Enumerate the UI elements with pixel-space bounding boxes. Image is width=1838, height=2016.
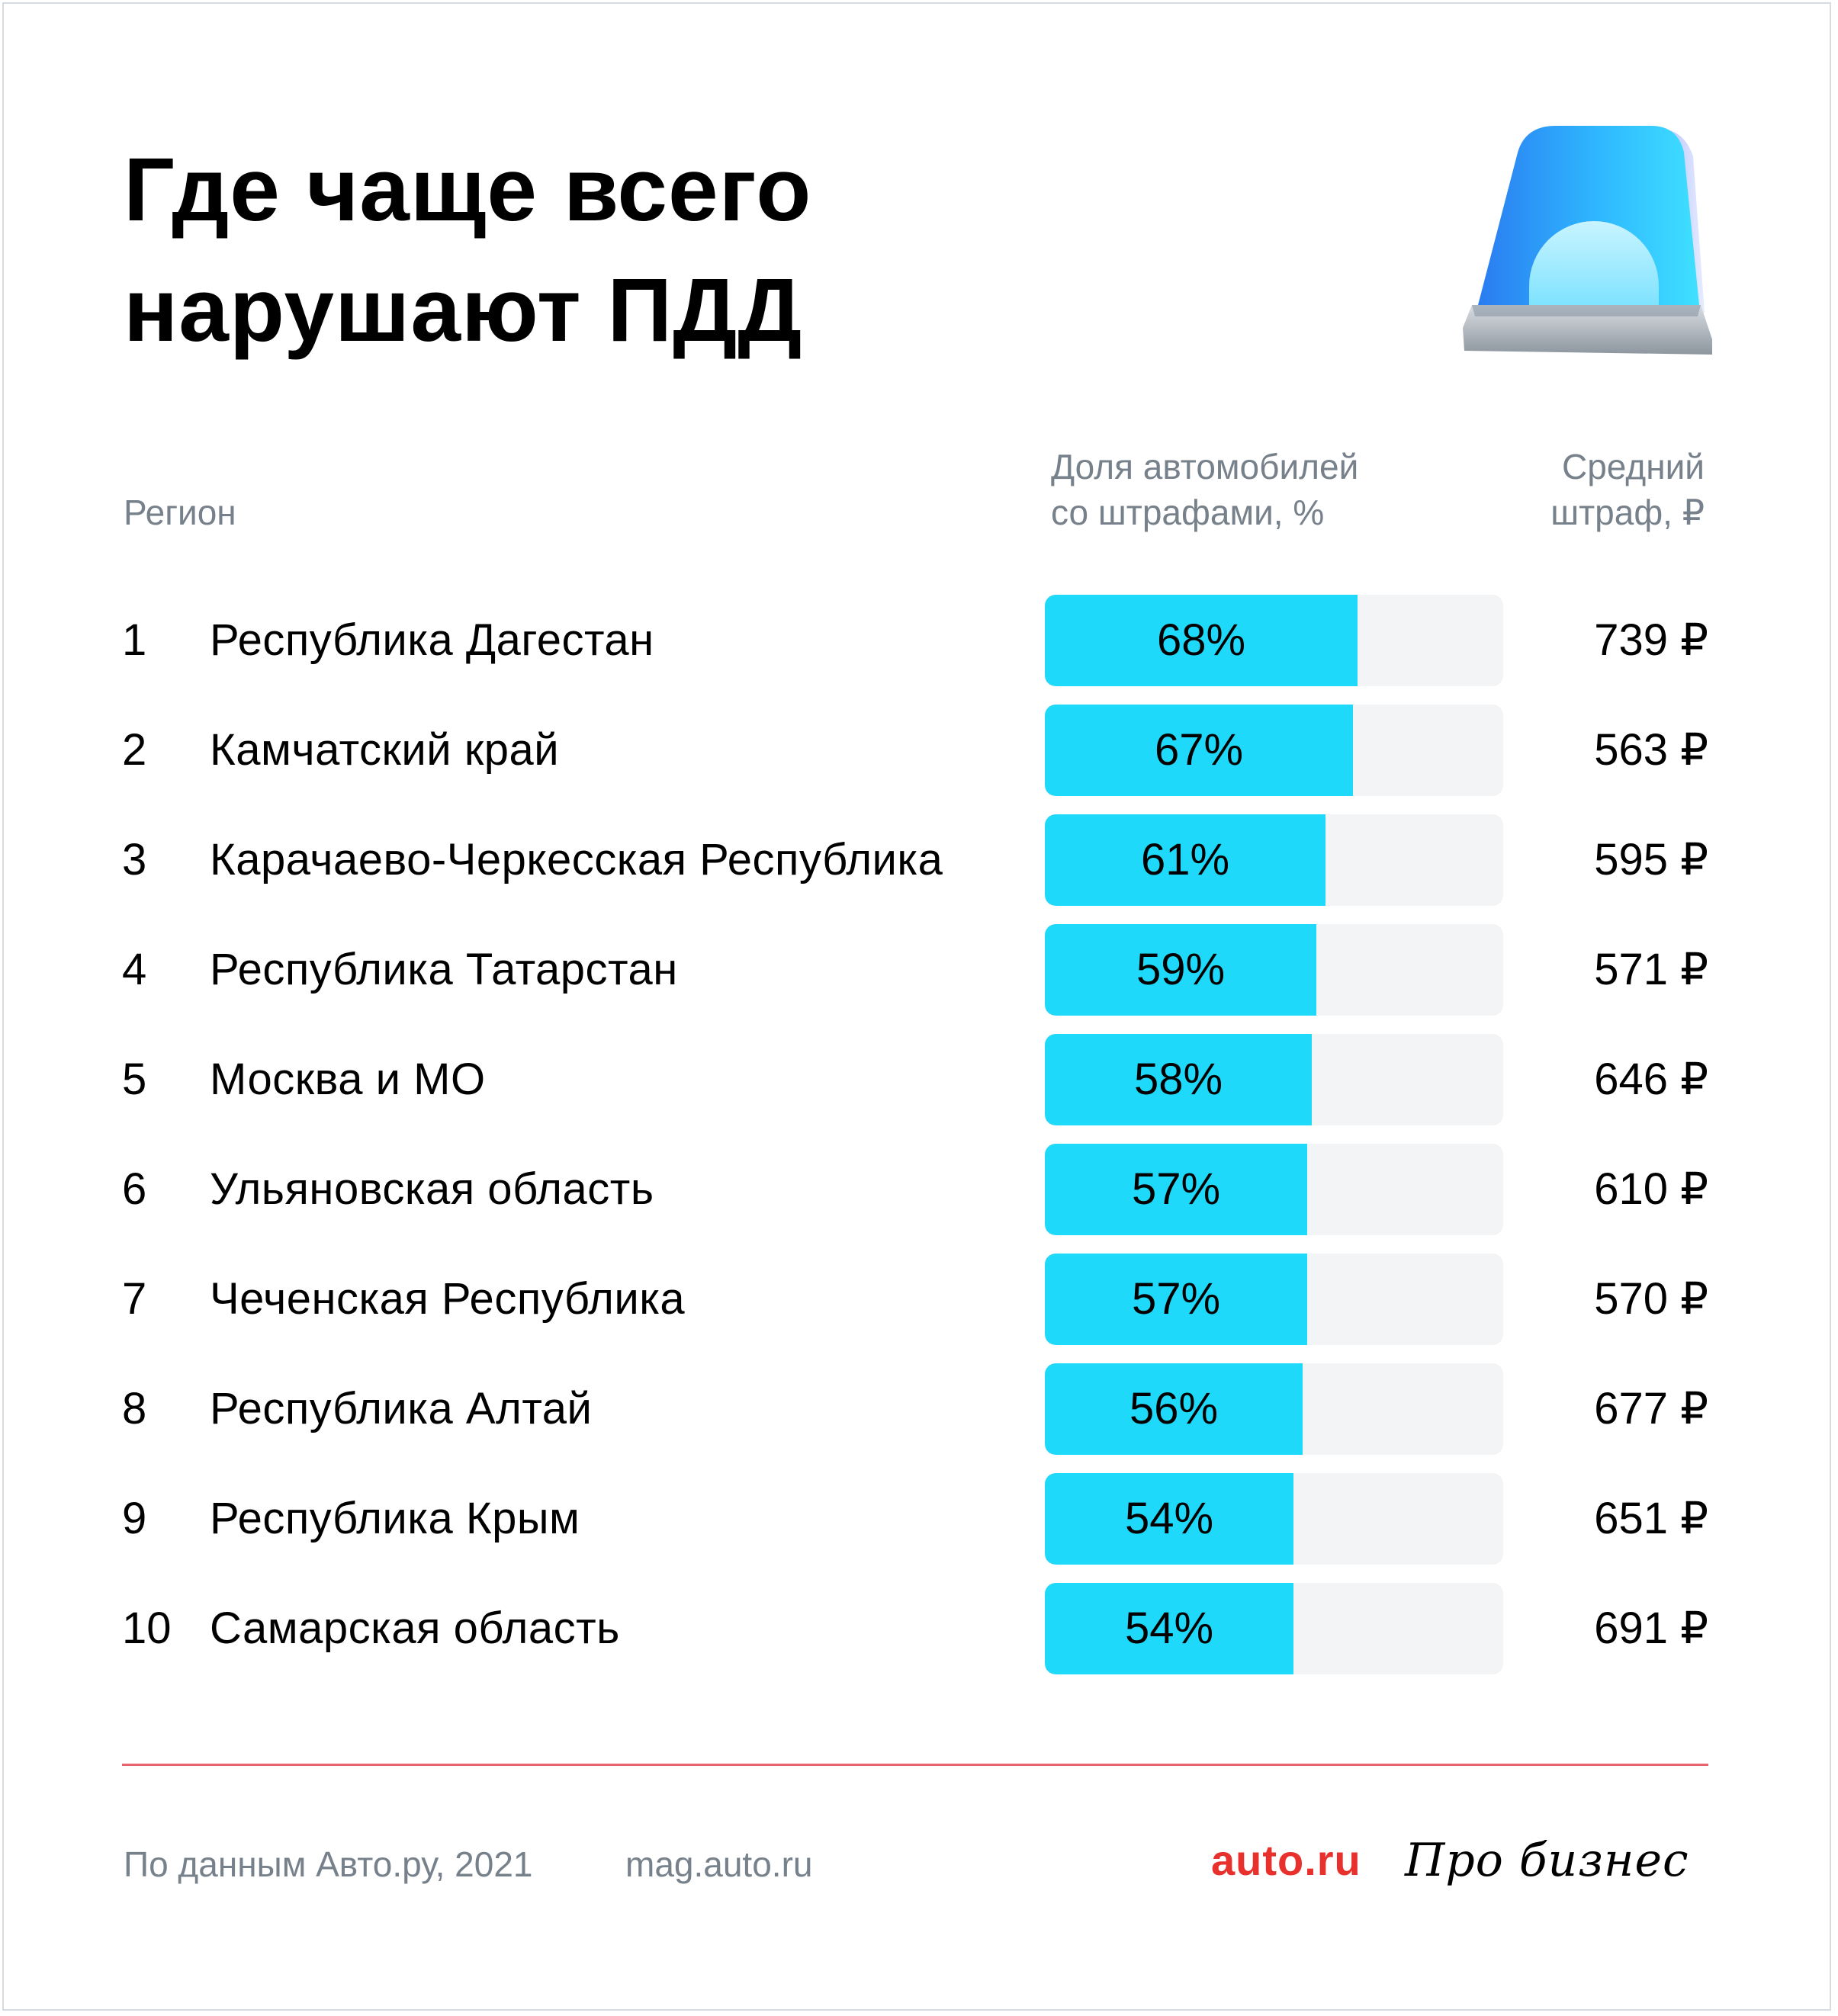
average-fine: 739 ₽: [1594, 615, 1708, 665]
table-row: 8 Республика Алтай 56% 677 ₽: [0, 1363, 1838, 1455]
page-title: Где чаще всего нарушают ПДД: [124, 130, 1039, 371]
row-rank: 5: [122, 1055, 147, 1104]
bar-value-label: 57%: [1131, 1164, 1221, 1214]
average-fine: 595 ₽: [1594, 835, 1708, 884]
row-rank: 4: [122, 945, 147, 994]
region-name: Республика Крым: [210, 1494, 580, 1543]
bar-value-label: 54%: [1124, 1494, 1214, 1543]
average-fine: 610 ₽: [1594, 1164, 1708, 1214]
region-name: Ульяновская область: [210, 1164, 654, 1214]
bar-track: 59%: [1045, 924, 1503, 1016]
table-row: 9 Республика Крым 54% 651 ₽: [0, 1473, 1838, 1565]
bar: [1045, 924, 1316, 1016]
footer-divider: [122, 1764, 1708, 1766]
region-name: Самарская область: [210, 1603, 620, 1653]
average-fine: 570 ₽: [1594, 1274, 1708, 1324]
average-fine: 677 ₽: [1594, 1384, 1708, 1433]
region-name: Карачаево-Черкесская Республика: [210, 835, 943, 884]
bar-value-label: 54%: [1124, 1603, 1214, 1653]
row-rank: 8: [122, 1384, 147, 1433]
bar-track: 54%: [1045, 1583, 1503, 1674]
bar-value-label: 67%: [1154, 725, 1244, 775]
bar: [1045, 1583, 1293, 1674]
region-name: Камчатский край: [210, 725, 560, 775]
bar: [1045, 1144, 1307, 1235]
table-row: 10 Самарская область 54% 691 ₽: [0, 1583, 1838, 1674]
average-fine: 646 ₽: [1594, 1055, 1708, 1104]
bar: [1045, 1363, 1303, 1455]
bar-value-label: 59%: [1136, 945, 1226, 994]
bar-value-label: 61%: [1140, 835, 1230, 884]
bar-track: 68%: [1045, 595, 1503, 686]
bar-track: 54%: [1045, 1473, 1503, 1565]
table-row: 1 Республика Дагестан 68% 739 ₽: [0, 595, 1838, 686]
row-rank: 2: [122, 725, 147, 775]
row-rank: 9: [122, 1494, 147, 1543]
region-name: Республика Алтай: [210, 1384, 593, 1433]
bar: [1045, 1473, 1293, 1565]
average-fine: 563 ₽: [1594, 725, 1708, 775]
bar-value-label: 58%: [1133, 1055, 1223, 1104]
bar: [1045, 705, 1353, 796]
region-name: Республика Дагестан: [210, 615, 654, 665]
region-name: Москва и МО: [210, 1055, 486, 1104]
bar-track: 67%: [1045, 705, 1503, 796]
bar-track: 57%: [1045, 1254, 1503, 1345]
bar-track: 56%: [1045, 1363, 1503, 1455]
bar-value-label: 56%: [1129, 1384, 1219, 1433]
table-row: 2 Камчатский край 67% 563 ₽: [0, 705, 1838, 796]
region-name: Республика Татарстан: [210, 945, 678, 994]
auto-ru-logo: auto.ru: [1211, 1836, 1361, 1884]
police-beacon-icon: [1463, 126, 1712, 355]
bar-value-label: 57%: [1131, 1274, 1221, 1324]
row-rank: 1: [122, 615, 147, 665]
average-fine: 571 ₽: [1594, 945, 1708, 994]
bar: [1045, 595, 1358, 686]
bar: [1045, 1034, 1312, 1125]
average-fine: 651 ₽: [1594, 1494, 1708, 1543]
row-rank: 10: [122, 1603, 172, 1653]
bar-track: 58%: [1045, 1034, 1503, 1125]
table-row: 7 Чеченская Республика 57% 570 ₽: [0, 1254, 1838, 1345]
average-fine: 691 ₽: [1594, 1603, 1708, 1653]
row-rank: 3: [122, 835, 147, 884]
pro-biznes-logo: Про бизнес: [1405, 1834, 1689, 1887]
title-line-2: нарушают ПДД: [124, 260, 803, 361]
source-note: По данным Авто.ру, 2021: [124, 1844, 533, 1884]
row-rank: 7: [122, 1274, 147, 1324]
bar: [1045, 814, 1325, 906]
table-row: 4 Республика Татарстан 59% 571 ₽: [0, 924, 1838, 1016]
row-rank: 6: [122, 1164, 147, 1214]
column-header-fine: Средний штраф, ₽: [1550, 447, 1705, 532]
region-name: Чеченская Республика: [210, 1274, 686, 1324]
bar: [1045, 1254, 1307, 1345]
table-row: 3 Карачаево-Черкесская Республика 61% 595 ₽: [0, 814, 1838, 906]
bar-value-label: 68%: [1156, 615, 1246, 665]
site-link[interactable]: mag.auto.ru: [625, 1844, 813, 1884]
column-header-region: Регион: [124, 493, 236, 532]
bar-track: 61%: [1045, 814, 1503, 906]
title-line-1: Где чаще всего: [124, 140, 812, 240]
column-header-share: Доля автомобилей со штрафами, %: [1051, 447, 1359, 532]
bar-track: 57%: [1045, 1144, 1503, 1235]
table-row: 5 Москва и МО 58% 646 ₽: [0, 1034, 1838, 1125]
table-row: 6 Ульяновская область 57% 610 ₽: [0, 1144, 1838, 1235]
